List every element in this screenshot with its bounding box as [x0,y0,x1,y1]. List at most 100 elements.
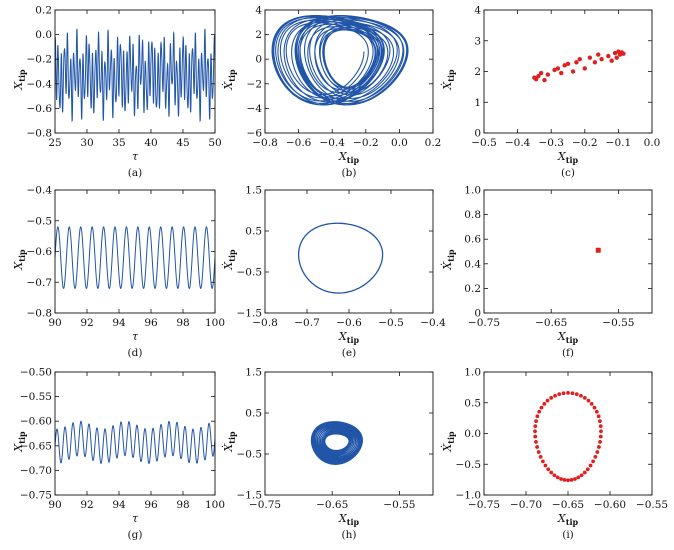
data-point [574,60,579,65]
data-point [585,467,590,472]
x-tick-label: −0.75 [468,499,500,511]
data-point [552,67,557,73]
x-tick-label: −0.4 [420,317,446,329]
data-point [538,70,544,76]
panel-a: 25 30 35 40 45 50 −0.8 −0.6 −0.4 −0.2 0.0 0.2 τ Xtip (… [12,5,222,180]
data-point [539,405,544,410]
x-tick-label: 50 [208,137,221,149]
axes-frame [483,189,653,314]
data-point [543,463,548,468]
data-point [545,72,551,77]
x-tick-label: −0.5 [471,137,497,149]
data-point [587,55,593,60]
y-tick-label: 0.8 [464,209,481,221]
axes-frame [264,189,434,314]
series-orbit [297,222,384,294]
data-point [559,70,564,76]
y-axis-label: Ẋtip [221,431,237,453]
y-tick-label: −0.6 [27,103,53,115]
series-line [55,226,215,289]
data-point [533,429,537,434]
y-tick-label: −0.5 [237,449,263,461]
axes-frame [54,371,216,496]
x-axis-label: Xtip [338,150,360,165]
x-tick-label: 35 [112,137,125,149]
panel-caption: (g) [128,529,143,541]
data-point [595,450,600,454]
y-tick-label: −0.7 [27,277,53,289]
data-point [598,419,602,423]
data-point [566,391,570,395]
data-point [588,463,593,468]
y-axis-label: Xtip [12,69,27,91]
data-point [579,473,584,478]
y-tick-label: 0.2 [35,5,52,17]
data-point [559,477,563,481]
data-point [577,57,582,62]
y-tick-label: −0.2 [27,54,53,66]
data-point [573,477,577,481]
plot-area-a [55,28,215,123]
data-point [536,73,541,79]
data-point [599,57,604,62]
x-tick-label: −0.8 [252,317,278,329]
x-tick-label: 100 [205,317,225,329]
data-point [606,53,611,59]
data-point [552,473,557,478]
x-tick-label: −0.6 [286,137,312,149]
data-point [569,478,574,482]
axes-frame [264,371,434,496]
data-point [593,454,598,459]
data-point [561,391,566,396]
x-tick-label: −0.65 [552,499,584,511]
data-point [589,401,594,406]
y-axis-label: Ẋtip [221,69,237,91]
y-axis-label: Xtip [12,249,27,271]
data-point [574,392,579,397]
x-tick-label: 92 [80,317,93,329]
panel-caption: (d) [128,347,143,359]
y-tick-label: 0.5 [245,226,262,238]
y-tick-label: −6 [247,128,263,140]
data-point [591,459,596,464]
data-point [582,66,587,71]
y-tick-label: 1.5 [245,367,262,379]
x-tick-label: −0.2 [572,137,598,149]
y-tick-label: −1.5 [237,308,263,320]
plot-area-i [533,391,603,483]
x-axis-label: τ [132,330,139,343]
plot-area-b [271,14,409,106]
x-tick-label: −0.55 [383,499,415,511]
y-tick-label: −0.5 [237,267,263,279]
data-point [555,66,561,71]
data-point [595,247,601,253]
x-tick-label: 40 [144,137,157,149]
data-point [542,401,547,406]
data-point [596,414,601,419]
y-tick-label: 2 [474,66,481,78]
data-point [538,454,543,459]
x-tick-label: −0.1 [606,137,632,149]
data-point [533,76,539,82]
data-point [546,467,551,472]
x-axis-label: τ [132,150,139,163]
y-tick-label: −0.5 [27,215,53,227]
y-tick-label: −0.5 [456,459,482,471]
x-tick-label: −0.60 [594,499,626,511]
data-point [579,393,583,398]
data-point [555,475,560,480]
y-tick-label: −0.60 [20,416,52,428]
data-point [570,69,576,74]
x-tick-label: 0.0 [644,137,661,149]
x-tick-label: −0.65 [535,317,567,329]
axes-frame [54,9,216,134]
x-tick-label: 98 [176,499,189,511]
data-point [534,419,538,423]
data-point [614,55,619,60]
plot-area-e [297,222,384,294]
x-tick-label: 0.2 [425,137,442,149]
data-point [594,409,599,414]
x-tick-label: −0.8 [252,137,278,149]
x-tick-label: −0.55 [636,499,668,511]
x-tick-label: −0.65 [316,499,348,511]
